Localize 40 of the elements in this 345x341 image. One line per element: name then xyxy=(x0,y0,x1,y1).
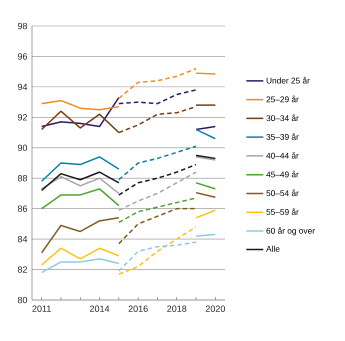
legend-label: Under 25 år xyxy=(266,76,310,84)
y-tick-label: 90 xyxy=(18,144,28,151)
line-series xyxy=(40,188,120,210)
line-series xyxy=(40,176,120,194)
legend-label: 55–59 år xyxy=(266,208,299,215)
y-tick-label: 86 xyxy=(18,205,28,212)
y-tick-label: 98 xyxy=(18,22,28,30)
x-tick-label: 2014 xyxy=(90,306,110,312)
y-tick-label: 96 xyxy=(18,53,28,60)
legend-label: 25–29 år xyxy=(266,96,299,102)
legend-label: 45–49 år xyxy=(266,170,299,178)
legend-label: 35–39 år xyxy=(266,133,299,140)
line-series xyxy=(118,164,197,196)
y-tick-label: 84 xyxy=(18,236,28,242)
line-series xyxy=(118,89,197,104)
line-series xyxy=(40,258,120,274)
line-series xyxy=(40,217,120,254)
x-tick-label: 2018 xyxy=(167,306,186,312)
legend-label: Alle xyxy=(266,246,280,252)
x-tick-label: 2020 xyxy=(206,306,226,312)
legend-label: 40–44 år xyxy=(266,152,299,159)
line-series xyxy=(118,241,197,272)
line-series xyxy=(40,100,120,110)
x-tick-label: 2011 xyxy=(32,306,51,312)
y-tick-label: 82 xyxy=(18,266,28,273)
y-tick-label: 88 xyxy=(18,175,28,182)
legend-label: 30–34 år xyxy=(266,114,299,122)
line-series xyxy=(40,171,120,192)
legend-label: 60 år og over xyxy=(266,226,315,236)
line-series xyxy=(40,156,120,182)
line-series xyxy=(118,68,197,100)
x-tick-label: 2016 xyxy=(128,306,148,312)
line-series xyxy=(118,226,197,275)
line-series xyxy=(40,96,120,128)
line-series xyxy=(40,247,120,266)
line-series xyxy=(118,208,197,244)
legend-label: 50–54 år xyxy=(266,189,299,196)
y-tick-label: 92 xyxy=(18,114,28,121)
y-tick-label: 94 xyxy=(18,84,28,90)
y-tick-label: 80 xyxy=(18,296,28,304)
